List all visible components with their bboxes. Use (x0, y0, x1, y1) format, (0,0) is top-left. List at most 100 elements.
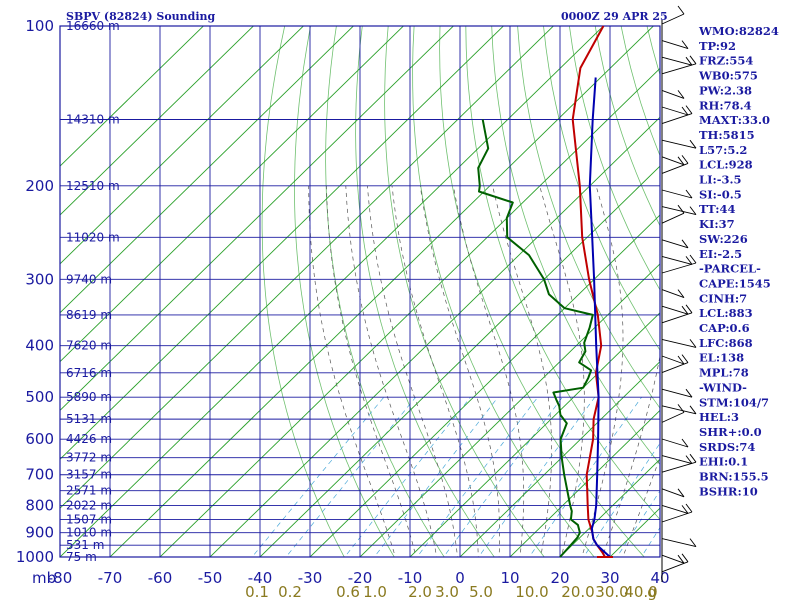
height-label: 8619 m (66, 308, 112, 322)
mixing-ratio-line (583, 442, 660, 557)
wind-barb (661, 488, 685, 498)
plot-frame (59, 25, 661, 558)
wind-barb-flag (685, 503, 693, 513)
wind-barb-flag (685, 189, 693, 199)
index-item: KI:37 (699, 217, 735, 231)
wind-barb (661, 289, 685, 299)
height-label: 14310 m (66, 113, 120, 127)
wind-barb-flag (689, 405, 697, 415)
wind-barb (661, 338, 697, 348)
wind-barb-flag (685, 105, 693, 114)
isotherm (409, 312, 660, 557)
wind-barb (661, 156, 685, 166)
dry-adiabat (543, 26, 660, 351)
mixing-ratio-label: 40.0 (624, 583, 657, 600)
index-item: LI:-3.5 (699, 173, 742, 187)
wind-barb-flag (681, 354, 689, 363)
mixing-ratio-label: 0.2 (278, 583, 302, 600)
isotherm (309, 214, 660, 557)
wind-barb (661, 538, 697, 548)
wind-barb-flag (685, 455, 693, 464)
dry-adiabat (491, 26, 660, 465)
dry-adiabat (569, 26, 660, 291)
isotherm (60, 26, 605, 557)
moist-adiabat (391, 185, 479, 557)
wind-barb-flag (681, 553, 689, 563)
height-label: 6716 m (66, 366, 112, 380)
mixing-ratio-label: 20.0 (561, 583, 594, 600)
moist-adiabat (539, 185, 585, 557)
index-item: -WIND- (699, 380, 747, 394)
wind-barb-flag (689, 538, 697, 547)
wind-barb (661, 305, 689, 315)
mixing-ratio-label: 0.6 (336, 583, 360, 600)
index-item: RH:78.4 (699, 98, 752, 112)
mixing-ratio-label: g (647, 583, 657, 600)
wind-barb (661, 511, 693, 523)
wind-barb (661, 362, 689, 374)
x-unit-label: mb (32, 569, 56, 587)
dry-adiabat (384, 26, 545, 557)
wind-barb (661, 355, 685, 365)
wind-barb-flag (685, 304, 693, 314)
index-item: L57:5.2 (699, 143, 747, 157)
height-label: 5131 m (66, 412, 112, 426)
height-label: 531 m (66, 538, 104, 552)
wind-barb-flag (677, 404, 685, 413)
x-tick-label: -60 (148, 569, 173, 587)
wind-barb (661, 411, 685, 423)
height-label: 16660 m (66, 19, 120, 33)
isotherm (109, 26, 655, 557)
isotherm (159, 67, 660, 557)
wind-barb (661, 13, 685, 25)
isotherm (60, 26, 555, 509)
index-item: EL:138 (699, 351, 744, 365)
mixing-ratio-label: 5.0 (469, 583, 493, 600)
index-item: CINH:7 (699, 291, 747, 305)
chart-series (477, 25, 613, 558)
isotherm (359, 263, 660, 557)
isotherm (559, 458, 660, 557)
index-item: WMO:82824 (698, 24, 779, 38)
height-label: 1010 m (66, 526, 112, 540)
mixing-ratio-line (443, 396, 563, 557)
dry-adiabat (412, 26, 595, 557)
index-item: LCL:883 (699, 306, 753, 320)
isotherm (60, 26, 305, 265)
index-item: TT:44 (699, 202, 736, 216)
wind-barb-flag (681, 239, 689, 249)
wind-barb (661, 239, 689, 249)
wind-barb-flag (685, 56, 693, 66)
wind-barb-column (661, 5, 697, 582)
wind-barb-flag (677, 204, 685, 214)
wind-barb (661, 212, 685, 224)
isotherm (209, 116, 660, 557)
wind-barb-flag (677, 289, 685, 298)
wind-barb (661, 206, 697, 216)
wind-barb-flag (689, 339, 697, 348)
index-item: MAXT:33.0 (699, 113, 770, 127)
wind-barb (661, 255, 693, 265)
height-label: 75 m (66, 550, 97, 564)
wind-barb (661, 89, 685, 99)
wind-barb (661, 388, 693, 398)
isotherm (259, 165, 660, 557)
mixing-ratio-line (478, 396, 596, 557)
wind-barb-flag (689, 139, 697, 149)
y-tick-label: 700 (25, 466, 54, 484)
index-item: LFC:868 (699, 336, 753, 350)
x-tick-label: -10 (398, 569, 423, 587)
y-tick-label: 300 (25, 270, 54, 288)
x-tick-label: -80 (48, 569, 73, 587)
index-item: BSHR:10 (699, 484, 758, 498)
wind-barb (661, 461, 697, 473)
mixing-ratio-label: 10.0 (515, 583, 548, 600)
index-item: WB0:575 (698, 69, 758, 83)
wind-barb (661, 262, 697, 274)
height-label: 1507 m (66, 513, 112, 527)
isotherm (60, 26, 455, 412)
wind-barb-flag (681, 305, 689, 315)
isotherm (459, 360, 660, 557)
indices-panel: WMO:82824TP:92FRZ:554WB0:575PW:2.38RH:78… (698, 24, 779, 498)
y-tick-label: 1000 (16, 548, 54, 566)
